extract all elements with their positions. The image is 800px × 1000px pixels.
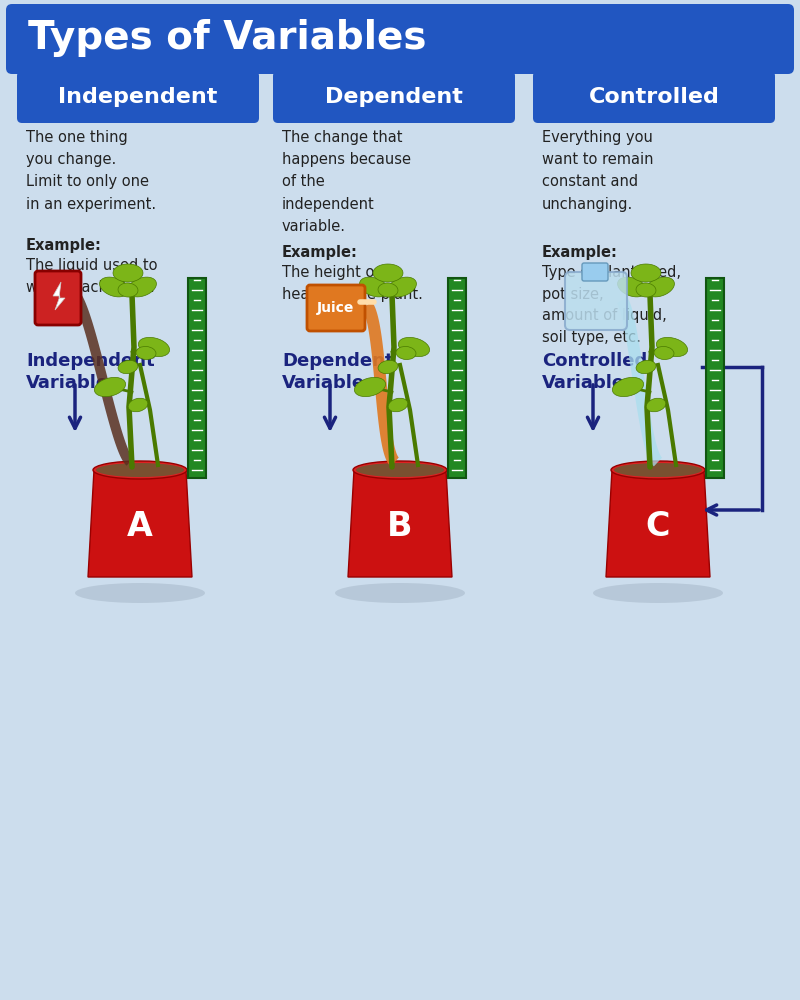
Ellipse shape: [396, 346, 416, 360]
Polygon shape: [99, 277, 129, 297]
Text: A: A: [127, 510, 153, 544]
Ellipse shape: [128, 398, 148, 412]
Ellipse shape: [335, 583, 465, 603]
Text: The change that
happens because
of the
independent
variable.: The change that happens because of the i…: [282, 130, 411, 234]
Text: Example:: Example:: [542, 245, 618, 260]
Ellipse shape: [93, 461, 187, 479]
Text: Dependent
Variable: Dependent Variable: [282, 352, 394, 392]
FancyBboxPatch shape: [35, 271, 81, 325]
Polygon shape: [387, 277, 417, 297]
Polygon shape: [348, 470, 452, 577]
Polygon shape: [636, 283, 656, 297]
Polygon shape: [373, 264, 403, 282]
Ellipse shape: [96, 463, 184, 477]
Ellipse shape: [378, 360, 398, 374]
Text: The height or
health of the plant.: The height or health of the plant.: [282, 265, 423, 302]
Polygon shape: [631, 264, 661, 282]
Polygon shape: [656, 337, 687, 357]
Ellipse shape: [136, 346, 156, 360]
Text: Controlled
Variables: Controlled Variables: [542, 352, 647, 392]
Text: Controlled: Controlled: [589, 87, 719, 107]
Text: Type of plant used,
pot size,
amount of liquid,
soil type, etc.: Type of plant used, pot size, amount of …: [542, 265, 681, 345]
Polygon shape: [378, 283, 398, 297]
Polygon shape: [138, 337, 170, 357]
Ellipse shape: [353, 461, 447, 479]
FancyBboxPatch shape: [188, 278, 206, 478]
Polygon shape: [53, 282, 65, 310]
FancyBboxPatch shape: [706, 278, 724, 478]
Polygon shape: [127, 277, 157, 297]
Text: Independent
Variable: Independent Variable: [26, 352, 154, 392]
Text: Dependent: Dependent: [325, 87, 463, 107]
Polygon shape: [354, 377, 386, 397]
FancyBboxPatch shape: [533, 71, 775, 123]
Text: Juice: Juice: [318, 301, 354, 315]
Polygon shape: [606, 470, 710, 577]
FancyBboxPatch shape: [307, 285, 365, 331]
Polygon shape: [359, 277, 389, 297]
Text: Independent: Independent: [58, 87, 218, 107]
FancyBboxPatch shape: [582, 263, 608, 281]
Polygon shape: [72, 292, 134, 466]
Polygon shape: [94, 377, 126, 397]
Text: The one thing
you change.
Limit to only one
in an experiment.: The one thing you change. Limit to only …: [26, 130, 156, 212]
Polygon shape: [118, 283, 138, 297]
Ellipse shape: [636, 360, 656, 374]
Text: B: B: [387, 510, 413, 544]
Ellipse shape: [75, 583, 205, 603]
Ellipse shape: [646, 398, 666, 412]
Text: Example:: Example:: [26, 238, 102, 253]
FancyBboxPatch shape: [17, 71, 259, 123]
Text: Everything you
want to remain
constant and
unchanging.: Everything you want to remain constant a…: [542, 130, 654, 212]
Text: Example:: Example:: [282, 245, 358, 260]
FancyBboxPatch shape: [448, 278, 466, 478]
Ellipse shape: [654, 346, 674, 360]
Polygon shape: [618, 277, 646, 297]
Polygon shape: [617, 297, 662, 466]
Polygon shape: [612, 377, 643, 397]
Ellipse shape: [356, 463, 444, 477]
Polygon shape: [88, 470, 192, 577]
Ellipse shape: [388, 398, 408, 412]
FancyBboxPatch shape: [565, 272, 627, 330]
FancyBboxPatch shape: [273, 71, 515, 123]
Text: The liquid used to
water each plant.: The liquid used to water each plant.: [26, 258, 158, 295]
Ellipse shape: [611, 461, 705, 479]
Ellipse shape: [614, 463, 702, 477]
Polygon shape: [646, 277, 674, 297]
FancyBboxPatch shape: [6, 4, 794, 74]
Text: Types of Variables: Types of Variables: [28, 19, 426, 57]
Polygon shape: [113, 264, 143, 282]
Polygon shape: [362, 302, 398, 467]
Polygon shape: [398, 337, 430, 357]
Ellipse shape: [593, 583, 723, 603]
Text: C: C: [646, 510, 670, 544]
Ellipse shape: [118, 360, 138, 374]
